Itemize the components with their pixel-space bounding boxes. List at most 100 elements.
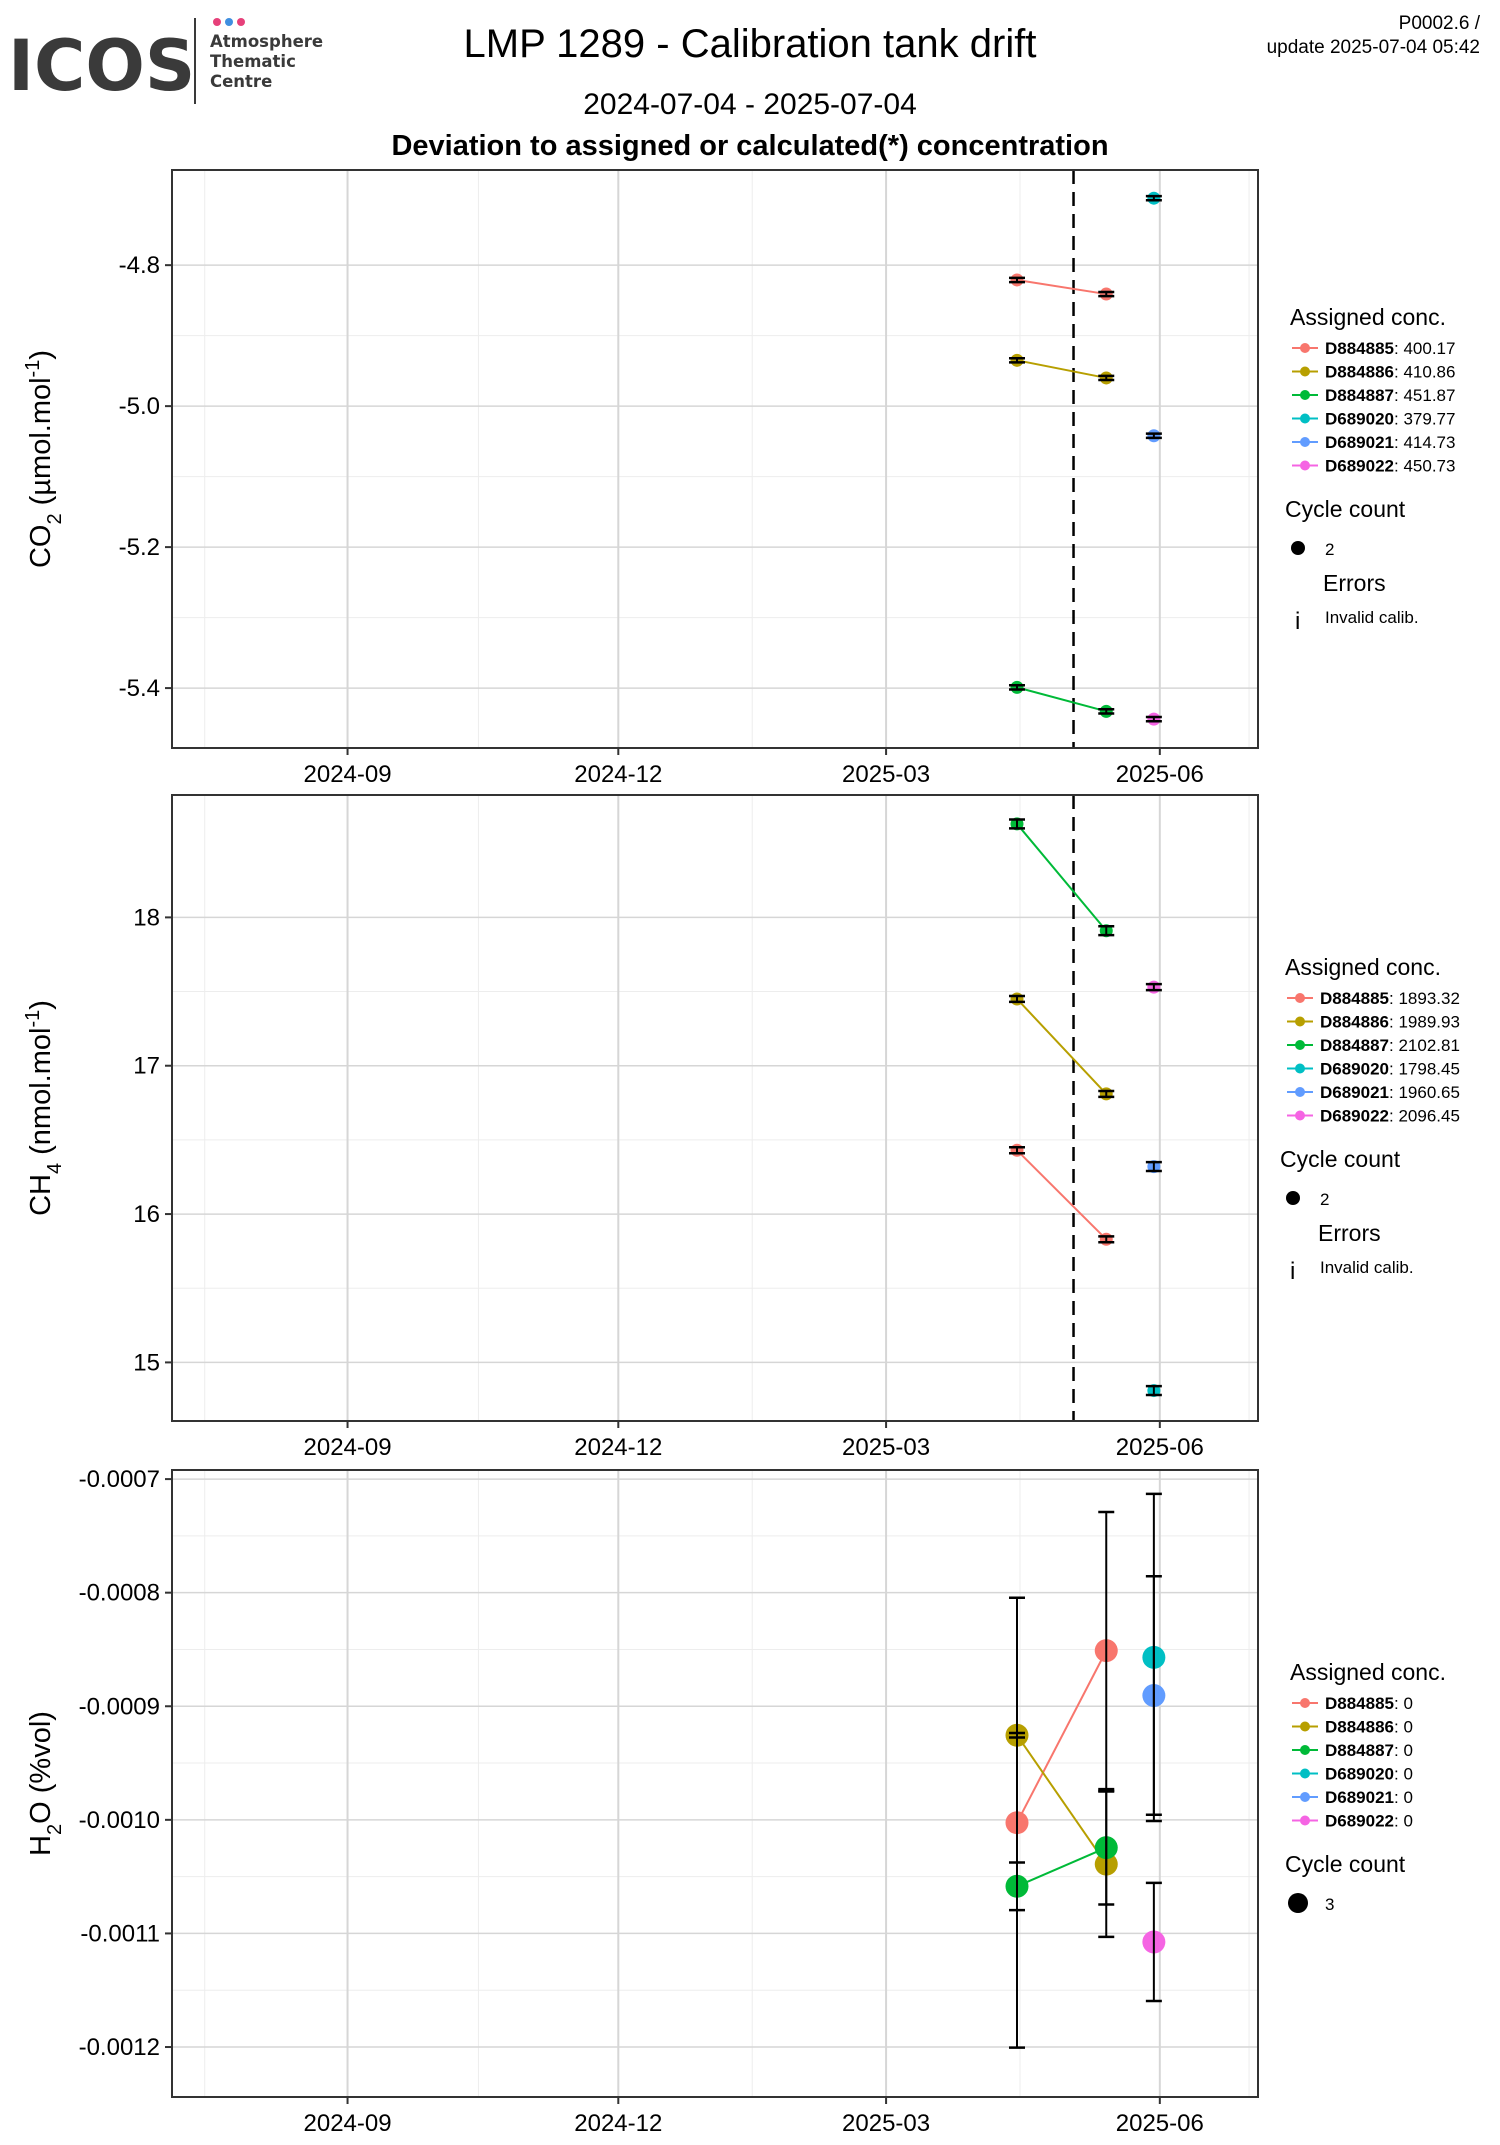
series-line [1016,823,1108,932]
version-info: P0002.6 / update 2025-07-04 05:42 [1267,12,1480,60]
legend-key-dot [1295,1110,1305,1121]
plot-border [171,1469,1259,2098]
x-tick-label: 2025-03 [842,761,930,788]
panel-heading: Deviation to assigned or calculated(*) c… [391,130,1109,162]
y-tick-label: -0.0007 [79,1466,160,1493]
y-tick-label: -5.4 [119,675,160,702]
legend-key-dot [1295,993,1305,1003]
legend-entry: D689021: 1960.65 [1320,1083,1460,1102]
y-tick-label: -0.0009 [79,1693,160,1720]
y-tick-label: -0.0010 [79,1807,160,1834]
y-tick-label: -5.0 [119,393,160,420]
legend-key-dot [1300,1698,1310,1708]
legend-key-dot [1295,1016,1305,1027]
legend-key-dot [1300,1792,1310,1802]
y-tick-label: -0.0012 [79,2034,160,2061]
plot-border [171,794,1259,1422]
legend: Assigned conc. D884885: 0 D884886: 0 D88488… [1285,1659,1446,1914]
legend-cycle-value: 2 [1320,1190,1329,1209]
legend-key-dot [1300,1815,1310,1826]
x-tick-label: 2025-03 [842,1434,930,1461]
series-line [1016,1650,1108,1824]
legend-key-dot [1295,1040,1305,1050]
logo-line-3: Centre [210,72,272,91]
plot-background [172,1470,1258,2097]
legend-cycle-title: Cycle count [1280,1146,1401,1172]
legend-errors-title: Errors [1318,1220,1381,1246]
legend-errors-label: Invalid calib. [1325,608,1419,627]
x-tick-label: 2024-12 [574,1434,662,1461]
legend-entry: D689022: 0 [1325,1812,1413,1831]
legend-key-dot [1300,1721,1310,1732]
x-tick-label: 2024-09 [304,1434,392,1461]
legend-key-dot [1300,437,1310,447]
chart-panel-1: 2024-09 2024-12 2025-03 2025-06 -4.8 -5.0 -5.2… [22,169,1455,788]
x-tick-label: 2025-06 [1116,761,1204,788]
x-tick-label: 2024-12 [574,2110,662,2137]
legend-errors-title: Errors [1323,570,1386,596]
legend-key-dot [1300,1768,1310,1779]
legend-cycle-title: Cycle count [1285,496,1406,522]
legend-entry: D884885: 400.17 [1325,339,1455,358]
y-tick-label: 16 [133,1201,160,1228]
legend-entry: D884885: 1893.32 [1320,989,1460,1008]
y-tick-label: -0.0011 [80,1920,160,1947]
legend-entry: D689021: 414.73 [1325,433,1455,452]
legend-cycle-title: Cycle count [1285,1851,1406,1877]
legend-key-dot [1295,1063,1305,1074]
legend-cycle-dot [1291,541,1305,555]
chart-panel-3: 2024-09 2024-12 2025-03 2025-06 -0.0007 -0.00… [25,1466,1446,2137]
chart-panel-2: 2024-09 2024-12 2025-03 2025-06 15 16 17 18 CH4 … [22,794,1460,1461]
update-timestamp: update 2025-07-04 05:42 [1266,37,1480,58]
legend-entry: D884886: 0 [1325,1718,1413,1737]
series-line [1016,359,1107,379]
icos-logo: ICOS Atmosphere Thematic Centre [8,18,323,104]
legend-title: Assigned conc. [1290,1659,1446,1685]
legend-error-glyph: i [1295,608,1300,635]
x-tick-label: 2025-06 [1116,1434,1204,1461]
series-line [1016,686,1107,713]
legend-entry: D884887: 451.87 [1325,386,1455,405]
date-range: 2024-07-04 - 2025-07-04 [583,88,917,121]
legend-errors-label: Invalid calib. [1320,1258,1414,1277]
legend-cycle-dot [1288,1893,1308,1913]
x-tick-label: 2025-03 [842,2110,930,2137]
logo-line-2: Thematic [210,52,296,71]
x-tick-label: 2024-09 [304,761,392,788]
legend-key-dot [1300,390,1310,400]
legend-entry: D689022: 450.73 [1325,457,1455,476]
legend-error-glyph: i [1290,1258,1295,1285]
legend-entry: D689022: 2096.45 [1320,1107,1460,1126]
y-axis-label: CH4 (nmol.mol-1) [22,1000,66,1216]
y-tick-label: 18 [133,904,160,931]
legend-cycle-value: 2 [1325,540,1334,559]
legend-title: Assigned conc. [1285,954,1441,980]
series-line [1016,998,1107,1095]
series-line [1016,1846,1107,1888]
y-axis-label: H2O (%vol) [25,1711,66,1856]
x-tick-label: 2024-09 [304,2110,392,2137]
legend-entry: D884885: 0 [1325,1694,1413,1713]
legend: Assigned conc. D884885: 400.17 D884886: 41… [1285,304,1455,635]
legend-entry: D884886: 410.86 [1325,363,1455,382]
legend-key-dot [1300,460,1310,471]
legend-key-dot [1300,1745,1310,1755]
logo-brand: ICOS [8,25,195,104]
legend-entry: D884886: 1989.93 [1320,1013,1460,1032]
y-axis-label: CO2 (µmol.mol-1) [22,350,66,568]
legend-title: Assigned conc. [1290,304,1446,330]
plot-background [172,795,1258,1421]
chart-title: LMP 1289 - Calibration tank drift [463,22,1037,66]
y-tick-label: -4.8 [119,252,160,279]
legend-cycle-dot [1286,1191,1300,1205]
plot-border [171,169,1259,749]
legend-entry: D689020: 0 [1325,1765,1413,1784]
version-code: P0002.6 / [1398,13,1480,34]
legend-cycle-value: 3 [1325,1895,1334,1914]
y-tick-label: -0.0008 [79,1580,160,1607]
legend: Assigned conc. D884885: 1893.32 D884886: 1… [1280,954,1460,1285]
logo-line-1: Atmosphere [210,32,323,51]
series-line [1016,1149,1107,1240]
y-tick-label: 17 [133,1053,160,1080]
